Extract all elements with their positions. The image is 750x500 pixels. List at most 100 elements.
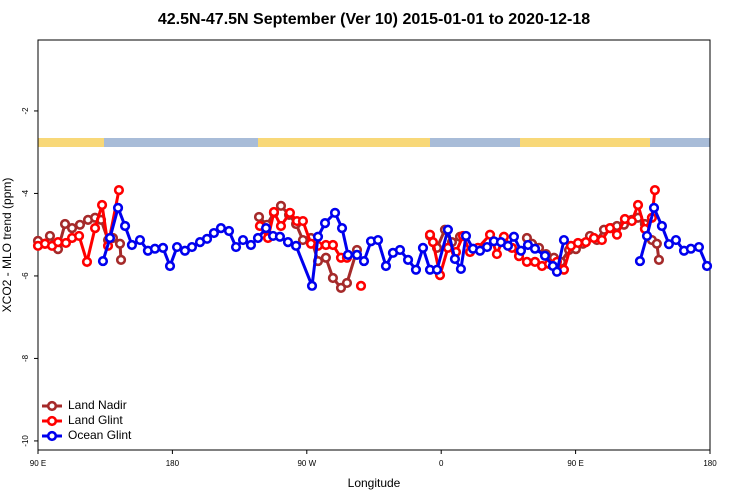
- y-tick-label: -2: [21, 107, 30, 115]
- point: [701, 260, 713, 272]
- x-axis-label: Longitude: [348, 476, 401, 490]
- point: [351, 249, 363, 260]
- x-tick-label: 180: [703, 459, 717, 468]
- chart-title: 42.5N-47.5N September (Ver 10) 2015-01-0…: [158, 11, 590, 28]
- legend-marker: [46, 415, 58, 427]
- point: [604, 222, 616, 234]
- point: [460, 230, 472, 242]
- point: [663, 239, 675, 250]
- point: [551, 266, 563, 277]
- point: [491, 248, 503, 260]
- point: [341, 277, 353, 289]
- point: [59, 218, 71, 230]
- point: [558, 234, 570, 246]
- point: [290, 240, 302, 251]
- x-tick-label: 0: [439, 459, 444, 468]
- point: [66, 222, 78, 234]
- point: [297, 215, 309, 227]
- point: [284, 207, 296, 218]
- land-strip: [258, 138, 430, 147]
- point: [648, 202, 660, 213]
- point: [327, 239, 339, 251]
- point: [275, 200, 287, 211]
- point: [380, 260, 392, 272]
- point: [186, 241, 198, 253]
- point: [52, 237, 64, 248]
- point: [73, 230, 85, 242]
- point: [119, 220, 131, 232]
- x-tick-label: 90 E: [567, 459, 583, 468]
- point: [275, 220, 287, 232]
- point: [97, 255, 109, 267]
- point: [230, 241, 242, 253]
- point: [215, 222, 227, 234]
- land-ocean-strip: [38, 138, 710, 147]
- point: [515, 245, 527, 256]
- point: [306, 280, 318, 291]
- point: [596, 234, 607, 246]
- point: [670, 234, 682, 246]
- y-tick-label: -4: [21, 189, 30, 197]
- x-tick-label: 180: [166, 459, 180, 468]
- point: [113, 185, 125, 196]
- point: [274, 231, 286, 242]
- point: [126, 239, 138, 251]
- point: [355, 280, 367, 291]
- legend-label: Land Glint: [68, 413, 123, 427]
- point: [634, 255, 646, 267]
- point: [431, 264, 443, 275]
- point: [208, 227, 220, 239]
- point: [656, 220, 668, 232]
- point: [651, 238, 662, 249]
- y-tick-label: -8: [21, 354, 30, 362]
- point: [521, 256, 533, 268]
- point: [588, 232, 600, 244]
- point: [282, 237, 294, 248]
- point: [653, 254, 665, 265]
- point: [253, 211, 265, 223]
- point: [394, 244, 406, 256]
- point: [502, 240, 514, 251]
- point: [626, 215, 637, 227]
- point: [60, 237, 72, 249]
- x-tick-label: 90 W: [297, 459, 316, 468]
- x-tick-label: 90 E: [30, 459, 46, 468]
- point: [410, 264, 422, 275]
- point: [96, 199, 108, 211]
- point: [252, 232, 264, 244]
- point: [171, 241, 183, 253]
- point: [417, 242, 429, 253]
- point: [449, 253, 461, 265]
- point: [297, 234, 309, 246]
- point: [342, 249, 354, 260]
- legend-marker: [46, 430, 58, 442]
- point: [336, 222, 348, 234]
- point: [312, 231, 324, 242]
- point: [115, 254, 127, 265]
- point: [157, 242, 169, 253]
- point: [260, 222, 272, 234]
- point: [508, 231, 520, 242]
- point: [529, 243, 541, 254]
- legend-label: Ocean Glint: [68, 428, 132, 442]
- point: [580, 237, 592, 248]
- point: [358, 255, 370, 267]
- point: [237, 234, 249, 246]
- point: [529, 256, 541, 268]
- point: [632, 199, 644, 211]
- point: [149, 243, 161, 254]
- point: [327, 272, 339, 284]
- point: [641, 230, 653, 242]
- point: [319, 218, 331, 229]
- point: [104, 232, 116, 244]
- legend-marker: [46, 400, 58, 412]
- point: [427, 237, 439, 248]
- point: [74, 219, 86, 230]
- legend-label: Land Nadir: [68, 398, 127, 412]
- point: [320, 252, 332, 263]
- point: [89, 222, 101, 234]
- point: [44, 230, 56, 242]
- point: [693, 241, 705, 253]
- point: [223, 225, 235, 237]
- point: [572, 237, 584, 249]
